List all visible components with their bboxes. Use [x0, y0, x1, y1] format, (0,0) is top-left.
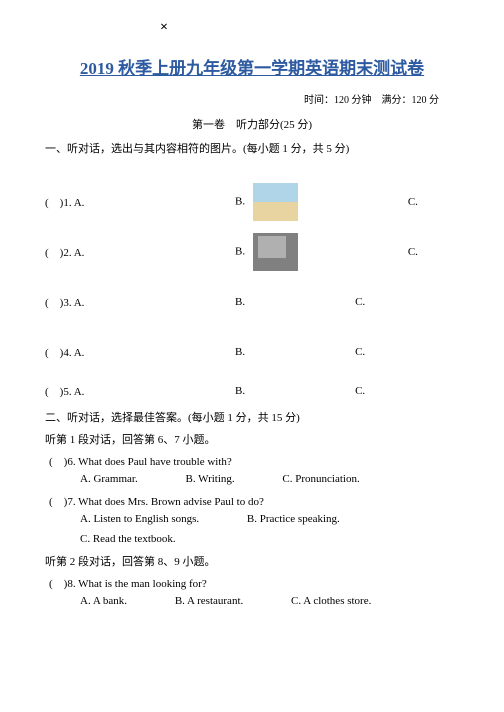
q6-opt-c: C. Pronunciation. — [282, 473, 359, 485]
q4-label: ( )4. A. — [45, 344, 105, 360]
q6-options: A. Grammar. B. Writing. C. Pronunciation… — [45, 473, 459, 485]
q7-opt-c: C. Read the textbook. — [80, 533, 176, 545]
q8-opt-a: A. A bank. — [80, 595, 127, 607]
q4-opt-b: B. — [235, 346, 245, 358]
q6-opt-a: A. Grammar. — [80, 473, 138, 485]
q3-label: ( )3. A. — [45, 294, 105, 310]
question-4-row: ( )4. A. B. C. — [45, 331, 459, 373]
dialogue-2-ref: 听第 2 段对话，回答第 8、9 小题。 — [45, 553, 459, 569]
q8-question: ( )8. What is the man looking for? — [45, 575, 459, 591]
q7-question: ( )7. What does Mrs. Brown advise Paul t… — [45, 493, 459, 509]
q5-opt-b: B. — [235, 385, 245, 397]
part2-instruction: 二、听对话，选择最佳答案。(每小题 1 分，共 15 分) — [45, 409, 459, 425]
computer-image-icon — [253, 233, 298, 271]
q7-opt-b: B. Practice speaking. — [247, 513, 340, 525]
q1-opt-b: B. — [235, 183, 298, 221]
q7-opt-a: A. Listen to English songs. — [80, 513, 199, 525]
question-3-row: ( )3. A. B. C. — [45, 281, 459, 323]
question-5-row: ( )5. A. B. C. — [45, 381, 459, 401]
section-1-header: 第一卷 听力部分(25 分) — [45, 116, 459, 132]
q2-opt-b: B. — [235, 233, 298, 271]
q8-options: A. A bank. B. A restaurant. C. A clothes… — [45, 595, 459, 607]
close-mark: × — [160, 20, 459, 36]
q3-opt-c: C. — [355, 296, 365, 308]
q6-question: ( )6. What does Paul have trouble with? — [45, 453, 459, 469]
q8-opt-c: C. A clothes store. — [291, 595, 371, 607]
q6-opt-b: B. Writing. — [185, 473, 234, 485]
q2-opt-c: C. — [408, 246, 418, 258]
q5-opt-c: C. — [355, 385, 365, 397]
q4-opt-c: C. — [355, 346, 365, 358]
time-score-info: 时间：120 分钟 满分：120 分 — [45, 91, 459, 106]
q7-options-line1: A. Listen to English songs. B. Practice … — [45, 513, 459, 525]
beach-image-icon — [253, 183, 298, 221]
question-1-row: ( )1. A. B. C. — [45, 181, 459, 223]
part1-instruction: 一、听对话，选出与其内容相符的图片。(每小题 1 分，共 5 分) — [45, 140, 459, 156]
q7-options-line2: C. Read the textbook. — [45, 533, 459, 545]
q2-label: ( )2. A. — [45, 244, 105, 260]
q1-label: ( )1. A. — [45, 194, 105, 210]
dialogue-1-ref: 听第 1 段对话，回答第 6、7 小题。 — [45, 431, 459, 447]
exam-title: 2019 秋季上册九年级第一学期英语期末测试卷 — [45, 54, 459, 79]
q5-label: ( )5. A. — [45, 383, 105, 399]
q8-opt-b: B. A restaurant. — [175, 595, 243, 607]
q3-opt-b: B. — [235, 296, 245, 308]
question-2-row: ( )2. A. B. C. — [45, 231, 459, 273]
q1-opt-c: C. — [408, 196, 418, 208]
